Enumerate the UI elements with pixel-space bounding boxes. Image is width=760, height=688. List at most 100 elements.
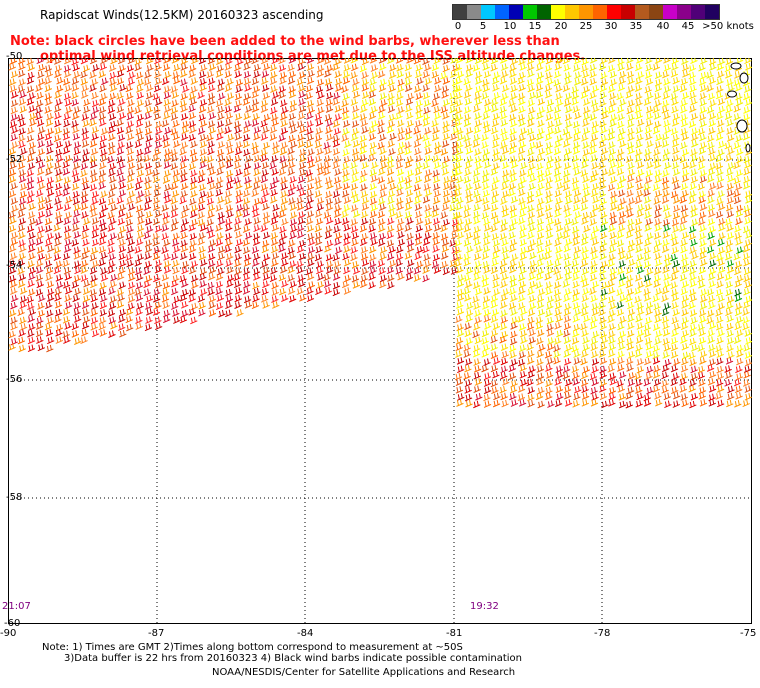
wind-barb — [145, 210, 153, 219]
wind-barb — [305, 202, 313, 211]
wind-barb — [9, 155, 18, 164]
wind-barb — [662, 337, 670, 346]
wind-barb — [500, 259, 508, 268]
wind-barb — [369, 148, 377, 157]
wind-barb — [170, 106, 179, 115]
wind-barb — [681, 308, 689, 317]
wind-barb — [455, 315, 463, 324]
wind-barb — [44, 106, 52, 114]
wind-barb — [679, 224, 687, 232]
wind-barb — [306, 175, 315, 183]
wind-barb — [690, 154, 699, 162]
wind-barb — [553, 350, 561, 359]
wind-barb — [54, 293, 62, 302]
wind-barb — [726, 210, 735, 219]
wind-barb — [397, 106, 405, 114]
wind-barb — [500, 330, 509, 339]
wind-barb — [745, 295, 752, 304]
wind-barb — [280, 99, 288, 107]
wind-barb — [190, 204, 199, 212]
colorbar-swatch — [579, 5, 593, 19]
wind-barb — [744, 161, 752, 169]
wind-barb — [473, 371, 481, 380]
wind-barb — [591, 358, 600, 366]
wind-barb — [162, 217, 170, 226]
wind-barb — [55, 168, 63, 177]
wind-barb — [536, 295, 545, 303]
wind-barb — [26, 76, 35, 85]
wind-barb — [226, 266, 234, 275]
wind-barb — [387, 176, 395, 185]
wind-barb — [433, 105, 441, 114]
wind-barb — [297, 274, 305, 282]
wind-barb — [298, 280, 306, 288]
wind-barb — [46, 294, 55, 302]
wind-barb — [299, 294, 307, 302]
wind-barb — [172, 309, 180, 317]
colorbar-swatch — [509, 5, 523, 19]
wind-barb — [243, 169, 251, 177]
wind-barb — [117, 217, 126, 226]
wind-barb — [234, 126, 242, 134]
wind-barb — [583, 112, 591, 121]
wind-barb — [416, 246, 424, 254]
wind-barb — [617, 350, 625, 359]
wind-barb — [108, 169, 116, 177]
wind-barb — [688, 120, 697, 128]
wind-barb — [465, 70, 473, 78]
wind-barb — [715, 344, 723, 353]
wind-barb — [378, 232, 387, 241]
wind-barb — [655, 287, 663, 296]
wind-barb — [55, 274, 64, 282]
wind-barb — [553, 169, 562, 177]
wind-barb — [333, 92, 341, 100]
wind-barb — [388, 209, 397, 218]
wind-barb — [545, 162, 554, 170]
wind-barb — [652, 351, 660, 359]
wind-barb — [395, 99, 404, 107]
wind-barb — [473, 302, 481, 310]
wind-barb — [306, 120, 314, 128]
wind-barb — [306, 63, 315, 71]
wind-barb — [716, 350, 724, 358]
wind-barb — [457, 274, 465, 282]
wind-barb — [537, 147, 546, 156]
wind-barb — [90, 274, 98, 283]
wind-barb — [635, 92, 643, 101]
wind-barb — [200, 259, 208, 267]
wind-barb — [645, 350, 654, 359]
wind-barb — [296, 183, 304, 192]
wind-barb — [682, 351, 690, 360]
wind-barb — [387, 92, 395, 101]
wind-barb — [278, 168, 287, 176]
wind-barb — [680, 322, 689, 331]
wind-barb — [216, 168, 224, 176]
wind-barb — [589, 218, 598, 226]
wind-barb — [441, 252, 449, 260]
wind-barb — [529, 91, 537, 100]
wind-barb — [71, 98, 80, 107]
wind-barb — [297, 175, 306, 184]
wind-barb — [108, 287, 116, 295]
wind-barb — [71, 281, 79, 289]
wind-barb — [289, 260, 297, 268]
wind-barb — [608, 323, 616, 331]
wind-barb — [607, 315, 615, 324]
wind-barb — [135, 308, 143, 316]
wind-barb — [619, 294, 627, 302]
wind-barb — [326, 64, 334, 73]
wind-barb — [475, 85, 483, 94]
wind-barb — [208, 239, 217, 247]
wind-barb — [27, 126, 35, 135]
wind-barb — [745, 62, 752, 71]
wind-barb — [126, 182, 135, 191]
wind-barb — [163, 266, 172, 274]
wind-barb — [126, 155, 135, 163]
wind-barb — [716, 272, 725, 281]
wind-barb — [502, 84, 510, 93]
wind-barb — [546, 155, 555, 164]
wind-barb — [563, 169, 571, 178]
wind-barb — [662, 329, 671, 337]
wind-barb — [63, 119, 71, 128]
wind-barb — [726, 301, 734, 310]
